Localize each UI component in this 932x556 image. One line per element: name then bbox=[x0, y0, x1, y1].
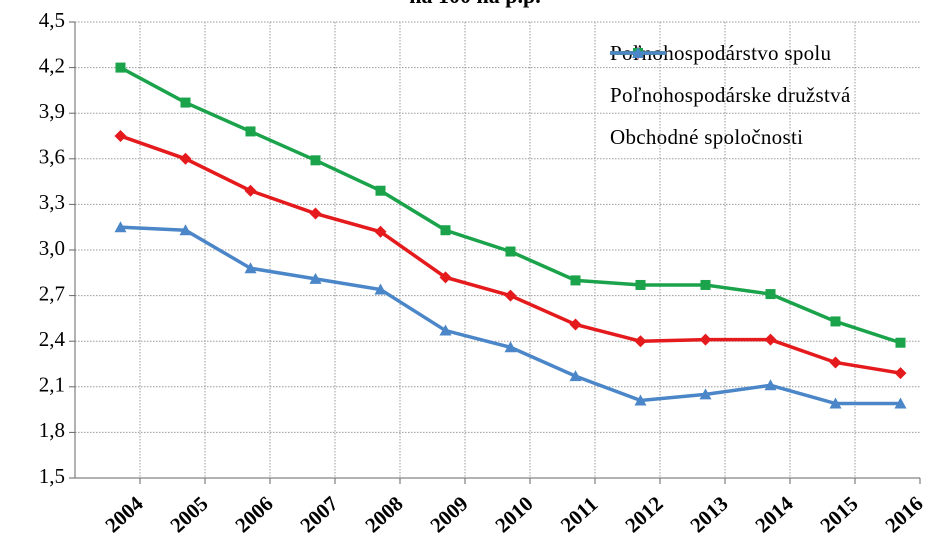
y-tick-label: 2,4 bbox=[39, 327, 66, 351]
marker bbox=[894, 367, 907, 380]
marker bbox=[440, 225, 451, 236]
y-tick-label: 2,7 bbox=[39, 281, 65, 305]
x-tick-label: 2004 bbox=[100, 491, 148, 537]
marker bbox=[310, 155, 321, 166]
marker bbox=[309, 272, 322, 284]
marker bbox=[634, 394, 647, 406]
y-tick-label: 2,1 bbox=[39, 373, 65, 397]
marker bbox=[504, 341, 517, 353]
marker bbox=[764, 379, 777, 391]
marker bbox=[699, 333, 712, 346]
y-tick-label: 3,3 bbox=[39, 190, 65, 214]
y-tick-label: 1,5 bbox=[39, 464, 65, 488]
marker bbox=[375, 185, 386, 196]
y-tick-label: 4,2 bbox=[39, 53, 65, 77]
marker bbox=[634, 335, 647, 348]
x-tick-label: 2011 bbox=[556, 492, 602, 537]
marker bbox=[245, 126, 256, 137]
marker bbox=[830, 316, 841, 327]
legend-label: Obchodné spoločnosti bbox=[610, 125, 804, 149]
x-tick-label: 2016 bbox=[880, 491, 927, 537]
marker bbox=[180, 97, 191, 108]
x-tick-label: 2009 bbox=[425, 491, 472, 537]
marker bbox=[894, 397, 907, 409]
chart-title: na 100 ha p.p. bbox=[409, 0, 540, 8]
x-tick-label: 2005 bbox=[165, 491, 212, 537]
x-tick-label: 2006 bbox=[230, 491, 277, 537]
x-tick-label: 2014 bbox=[750, 491, 798, 537]
x-tick-label: 2013 bbox=[685, 491, 732, 537]
marker bbox=[829, 397, 842, 409]
legend-label: Poľnohospodárske družstvá bbox=[610, 83, 851, 107]
legend-item: Obchodné spoločnosti bbox=[610, 47, 928, 152]
x-tick-label: 2012 bbox=[620, 491, 667, 537]
marker bbox=[374, 225, 387, 238]
marker bbox=[700, 279, 711, 290]
marker bbox=[895, 337, 906, 348]
marker bbox=[374, 283, 387, 295]
marker bbox=[114, 221, 127, 233]
x-tick-label: 2015 bbox=[815, 491, 862, 537]
marker bbox=[764, 333, 777, 346]
x-tick-label: 2010 bbox=[490, 491, 537, 537]
marker bbox=[829, 356, 842, 369]
x-tick-label: 2007 bbox=[295, 491, 342, 537]
y-tick-label: 3,6 bbox=[39, 145, 65, 169]
legend-item: Poľnohospodárske družstvá bbox=[610, 48, 928, 110]
marker bbox=[765, 289, 776, 300]
marker bbox=[635, 279, 646, 290]
legend-key bbox=[610, 47, 666, 58]
y-tick-label: 1,8 bbox=[39, 418, 65, 442]
legend: Poľnohospodárstvo spolu Poľnohospodárske … bbox=[610, 38, 928, 164]
marker bbox=[439, 271, 452, 284]
marker bbox=[505, 246, 516, 257]
marker bbox=[179, 152, 192, 165]
x-tick-label: 2008 bbox=[360, 491, 407, 537]
marker bbox=[439, 324, 452, 336]
y-tick-label: 4,5 bbox=[39, 8, 65, 32]
marker bbox=[179, 224, 192, 236]
marker bbox=[115, 62, 126, 73]
marker bbox=[569, 318, 582, 331]
y-tick-label: 3,0 bbox=[39, 236, 65, 260]
marker bbox=[244, 262, 257, 274]
marker bbox=[569, 370, 582, 382]
marker bbox=[632, 47, 644, 58]
marker bbox=[570, 275, 581, 286]
marker bbox=[504, 289, 517, 302]
marker bbox=[114, 130, 127, 142]
marker bbox=[244, 184, 257, 197]
marker bbox=[309, 207, 322, 220]
y-tick-label: 3,9 bbox=[39, 99, 65, 123]
marker bbox=[699, 388, 712, 400]
